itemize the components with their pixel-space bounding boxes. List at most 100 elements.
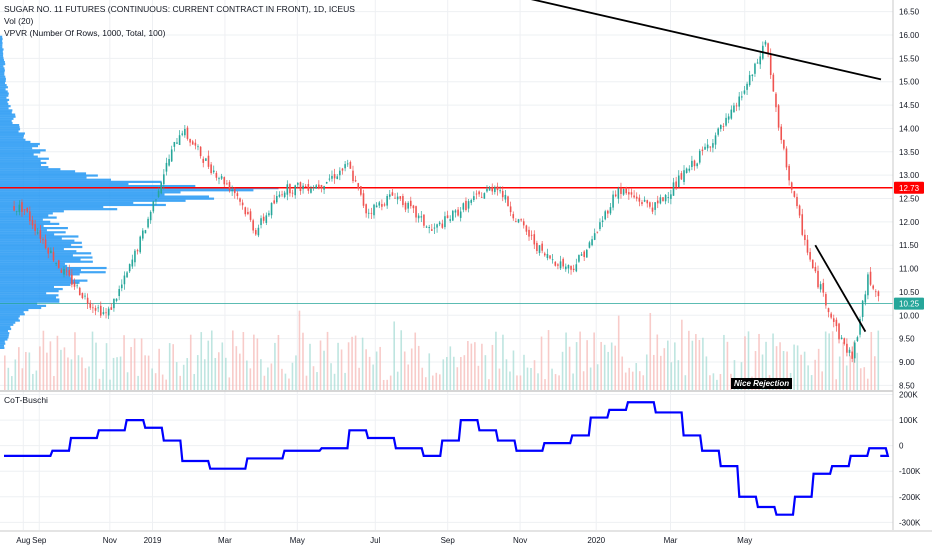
candle — [315, 185, 318, 189]
vpvr-bar — [0, 254, 73, 257]
horizontal-lines[interactable] — [0, 186, 893, 304]
candle — [470, 200, 473, 203]
candle — [157, 190, 160, 197]
volume-bar — [502, 334, 504, 390]
volume-bar — [435, 372, 438, 390]
volume-bar — [56, 335, 59, 390]
volume-bar — [698, 340, 701, 390]
vpvr-bar — [0, 147, 33, 150]
volume-bar — [256, 338, 259, 390]
vpvr-bar — [0, 306, 42, 310]
vpvr-bar — [0, 342, 6, 345]
vpvr-bar — [0, 58, 4, 62]
candle — [29, 211, 31, 221]
candle — [233, 188, 236, 194]
candle — [722, 126, 725, 127]
candle — [790, 182, 793, 190]
candle — [467, 201, 470, 209]
candle — [320, 185, 323, 189]
symbol-legend[interactable]: SUGAR NO. 11 FUTURES (CONTINUOUS: CURREN… — [4, 4, 355, 14]
volume-bar — [295, 355, 297, 390]
price-tick-label: 12.50 — [899, 195, 920, 204]
candle — [333, 174, 336, 179]
candle — [412, 205, 415, 209]
volume-bar — [319, 340, 322, 390]
candle — [796, 196, 798, 207]
candle — [473, 196, 475, 201]
candle — [877, 291, 880, 297]
candle — [254, 230, 257, 235]
candle — [570, 265, 572, 270]
vpvr-bar — [0, 163, 41, 167]
trend-lines[interactable] — [515, 0, 882, 333]
volume-bar — [323, 350, 325, 390]
candle — [756, 62, 759, 64]
cot-legend[interactable]: CoT-Buschi — [4, 395, 48, 405]
volume-bar — [53, 376, 55, 390]
volume-legend[interactable]: Vol (20) — [4, 16, 34, 26]
volume-bar — [870, 331, 873, 390]
candle — [504, 194, 507, 200]
candle — [735, 105, 738, 107]
vpvr-bar — [0, 145, 39, 148]
vpvr-bar — [0, 311, 24, 314]
candle — [683, 170, 685, 182]
volume-bar — [463, 355, 466, 390]
vpvr-bar — [0, 65, 4, 68]
volume-bar — [642, 375, 645, 390]
candle — [375, 205, 378, 208]
time-tick-label: Sep — [32, 536, 47, 545]
vpvr-bar — [0, 77, 6, 80]
candle — [738, 96, 740, 107]
candle — [123, 275, 126, 285]
volume-bar — [810, 375, 813, 390]
candle — [286, 184, 289, 195]
volume-bar — [649, 312, 652, 390]
vpvr-bar — [0, 174, 98, 177]
vpvr-bar — [0, 39, 3, 43]
volume-bar — [63, 347, 66, 390]
volume-bar — [312, 366, 315, 390]
candle — [449, 219, 451, 221]
volume-bar — [123, 335, 125, 390]
volume-bar — [730, 373, 732, 390]
candle — [457, 209, 459, 216]
volume-bar — [659, 355, 662, 390]
vpvr-histogram — [0, 35, 279, 349]
candle — [163, 174, 165, 185]
price-tick-label: 11.00 — [899, 265, 919, 274]
cot-tick-label: -200K — [899, 493, 921, 502]
candle — [44, 239, 47, 248]
candle — [97, 307, 99, 309]
candle — [704, 146, 706, 150]
vpvr-bar — [0, 44, 3, 47]
candle — [60, 270, 63, 273]
volume-bar — [723, 334, 725, 390]
volume-bar — [151, 368, 153, 390]
candle — [480, 196, 483, 198]
volume-bar — [610, 342, 613, 390]
candle — [304, 186, 307, 187]
candle — [42, 239, 44, 241]
time-tick-label: May — [737, 536, 752, 545]
candle — [15, 210, 18, 212]
candle — [194, 142, 197, 146]
volume-bar — [267, 367, 269, 390]
candle — [746, 83, 748, 90]
vpvr-legend[interactable]: VPVR (Number Of Rows, 1000, Total, 100) — [4, 28, 166, 38]
volume-bar — [274, 342, 276, 390]
candle — [160, 182, 163, 194]
candle — [168, 159, 170, 166]
vpvr-bar — [0, 111, 12, 114]
candle — [659, 197, 662, 204]
candle — [864, 294, 867, 303]
candle — [436, 224, 438, 228]
vpvr-bar — [0, 269, 81, 272]
candle — [586, 249, 588, 258]
vpvr-bar — [0, 346, 5, 349]
volume-bar — [516, 375, 518, 390]
vpvr-bar — [0, 334, 9, 337]
candle — [52, 251, 55, 261]
vpvr-bar — [0, 128, 21, 131]
vpvr-bar — [0, 226, 68, 230]
